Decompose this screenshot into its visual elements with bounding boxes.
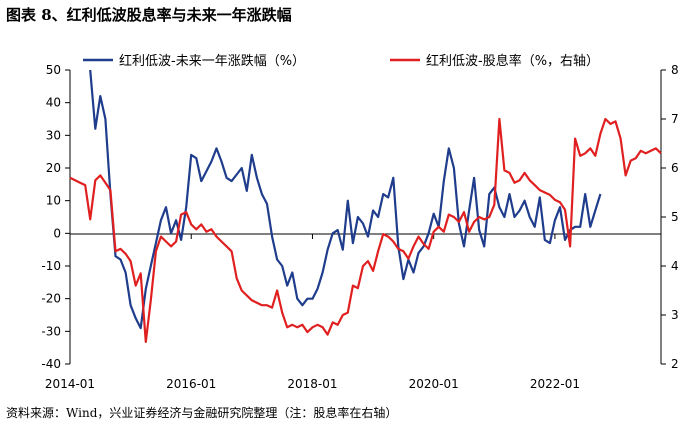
- y-left-tick-label: -20: [41, 292, 61, 306]
- legend-label-2: 红利低波-股息率（%，右轴）: [426, 53, 599, 69]
- y-right-tick-label: 4: [671, 259, 679, 273]
- x-tick-label: 2020-01: [409, 377, 459, 391]
- y-right-tick-label: 2: [671, 357, 679, 371]
- figure-title: 图表 8、红利低波股息率与未来一年涨跌幅: [6, 6, 292, 24]
- x-tick-label: 2018-01: [287, 377, 337, 391]
- y-left-tick-label: -30: [41, 324, 61, 338]
- y-right-tick-label: 8: [671, 63, 679, 77]
- x-tick-label: 2014-01: [45, 377, 95, 391]
- legend: 红利低波-未来一年涨跌幅（%） 红利低波-股息率（%，右轴）: [83, 53, 599, 69]
- legend-label-1: 红利低波-未来一年涨跌幅（%）: [119, 53, 305, 69]
- y-left-tick-label: 0: [53, 226, 61, 240]
- y-left-tick-label: 30: [46, 128, 61, 142]
- y-left-tick-label: -40: [41, 357, 61, 371]
- y-left-tick-label: 20: [46, 161, 61, 175]
- series-lines: [69, 69, 662, 343]
- y-left-tick-label: 50: [46, 63, 61, 77]
- y-right-tick-label: 6: [671, 161, 679, 175]
- y-left-tick-label: 10: [46, 194, 61, 208]
- y-right-tick-label: 7: [671, 112, 679, 126]
- line-chart: -40 -30 -20 -10 0 10 20 30 40 50 2 3 4 5 6 7 8 2014-01 201…: [41, 53, 678, 391]
- series-line-1: [89, 69, 602, 330]
- axes: -40 -30 -20 -10 0 10 20 30 40 50 2 3 4 5 6 7 8 2014-01 201…: [41, 63, 678, 391]
- source-note: 资料来源：Wind，兴业证券经济与金融研究院整理（注：股息率在右轴）: [6, 406, 398, 420]
- series-line-2: [69, 117, 662, 343]
- y-right-tick-label: 3: [671, 308, 679, 322]
- y-left-tick-label: -10: [41, 259, 61, 273]
- y-right-tick-label: 5: [671, 210, 679, 224]
- x-tick-label: 2016-01: [166, 377, 216, 391]
- x-tick-label: 2022-01: [530, 377, 580, 391]
- y-left-tick-label: 40: [46, 96, 61, 110]
